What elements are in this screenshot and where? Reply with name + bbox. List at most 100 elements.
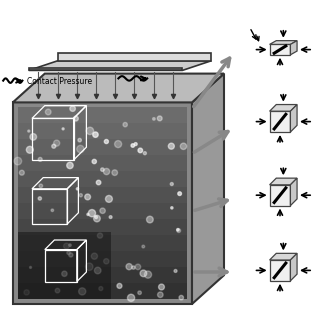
Polygon shape (291, 178, 297, 206)
Circle shape (52, 144, 56, 148)
Circle shape (77, 145, 84, 153)
Circle shape (14, 157, 22, 165)
Circle shape (62, 128, 64, 130)
Polygon shape (270, 178, 297, 185)
Circle shape (99, 286, 103, 291)
Circle shape (62, 271, 67, 276)
Polygon shape (270, 260, 291, 281)
Circle shape (70, 106, 76, 111)
Polygon shape (270, 253, 297, 260)
Circle shape (104, 259, 109, 264)
Circle shape (51, 209, 54, 212)
Circle shape (157, 292, 163, 298)
Circle shape (134, 143, 137, 146)
Circle shape (86, 127, 94, 135)
Circle shape (115, 140, 122, 148)
Circle shape (92, 159, 96, 164)
Polygon shape (270, 105, 297, 111)
Circle shape (109, 216, 112, 219)
Circle shape (39, 184, 43, 188)
Polygon shape (291, 41, 297, 55)
Bar (18, 123, 187, 139)
Bar (18, 155, 187, 171)
Bar (18, 139, 187, 155)
Circle shape (138, 291, 141, 294)
Circle shape (171, 207, 173, 209)
Circle shape (177, 228, 179, 231)
Polygon shape (270, 41, 297, 44)
Bar (18, 251, 187, 267)
Polygon shape (291, 253, 297, 281)
Circle shape (26, 146, 33, 153)
Polygon shape (58, 53, 211, 61)
Circle shape (100, 168, 104, 171)
Circle shape (67, 162, 73, 169)
Bar (18, 107, 187, 123)
Circle shape (73, 116, 78, 121)
Circle shape (20, 170, 24, 175)
Circle shape (78, 138, 81, 142)
Circle shape (29, 267, 32, 268)
Circle shape (38, 197, 42, 200)
Circle shape (67, 251, 70, 254)
Circle shape (144, 271, 152, 278)
Polygon shape (13, 74, 224, 102)
Bar (18, 267, 187, 283)
Circle shape (140, 270, 147, 277)
Circle shape (127, 294, 135, 301)
Circle shape (64, 243, 69, 249)
Circle shape (85, 194, 91, 200)
Circle shape (143, 152, 147, 155)
Circle shape (95, 216, 98, 219)
Circle shape (91, 253, 98, 259)
Circle shape (97, 233, 103, 238)
Circle shape (117, 284, 122, 288)
Circle shape (79, 288, 86, 295)
Circle shape (138, 148, 143, 153)
Circle shape (179, 295, 183, 300)
Circle shape (79, 194, 82, 197)
Circle shape (55, 288, 60, 293)
Circle shape (93, 132, 98, 137)
Bar (18, 203, 187, 219)
Circle shape (135, 264, 141, 270)
Circle shape (88, 210, 96, 217)
Circle shape (170, 182, 173, 186)
Circle shape (168, 143, 174, 149)
Circle shape (69, 244, 71, 246)
Circle shape (131, 144, 134, 147)
Circle shape (106, 196, 112, 202)
Bar (18, 171, 187, 187)
Circle shape (104, 140, 108, 144)
Polygon shape (270, 111, 291, 132)
Circle shape (94, 267, 101, 274)
Bar (18, 219, 187, 235)
Circle shape (38, 157, 42, 161)
Circle shape (69, 253, 73, 257)
Circle shape (174, 269, 177, 272)
Polygon shape (270, 185, 291, 206)
Polygon shape (192, 74, 224, 304)
Bar (18, 235, 187, 251)
Circle shape (180, 143, 187, 149)
Circle shape (28, 130, 30, 132)
Polygon shape (291, 105, 297, 132)
Circle shape (53, 140, 60, 146)
Circle shape (103, 168, 110, 175)
Circle shape (30, 133, 36, 140)
Circle shape (142, 245, 145, 248)
Bar (18, 232, 111, 299)
Polygon shape (29, 68, 182, 70)
Circle shape (87, 213, 89, 215)
Circle shape (76, 188, 79, 190)
Bar (18, 283, 187, 299)
Circle shape (126, 264, 132, 270)
Circle shape (153, 117, 155, 120)
Polygon shape (29, 61, 211, 70)
Circle shape (100, 208, 105, 213)
Circle shape (157, 116, 162, 121)
Polygon shape (18, 107, 187, 299)
Circle shape (24, 290, 29, 295)
Circle shape (96, 180, 101, 185)
Circle shape (147, 216, 153, 223)
